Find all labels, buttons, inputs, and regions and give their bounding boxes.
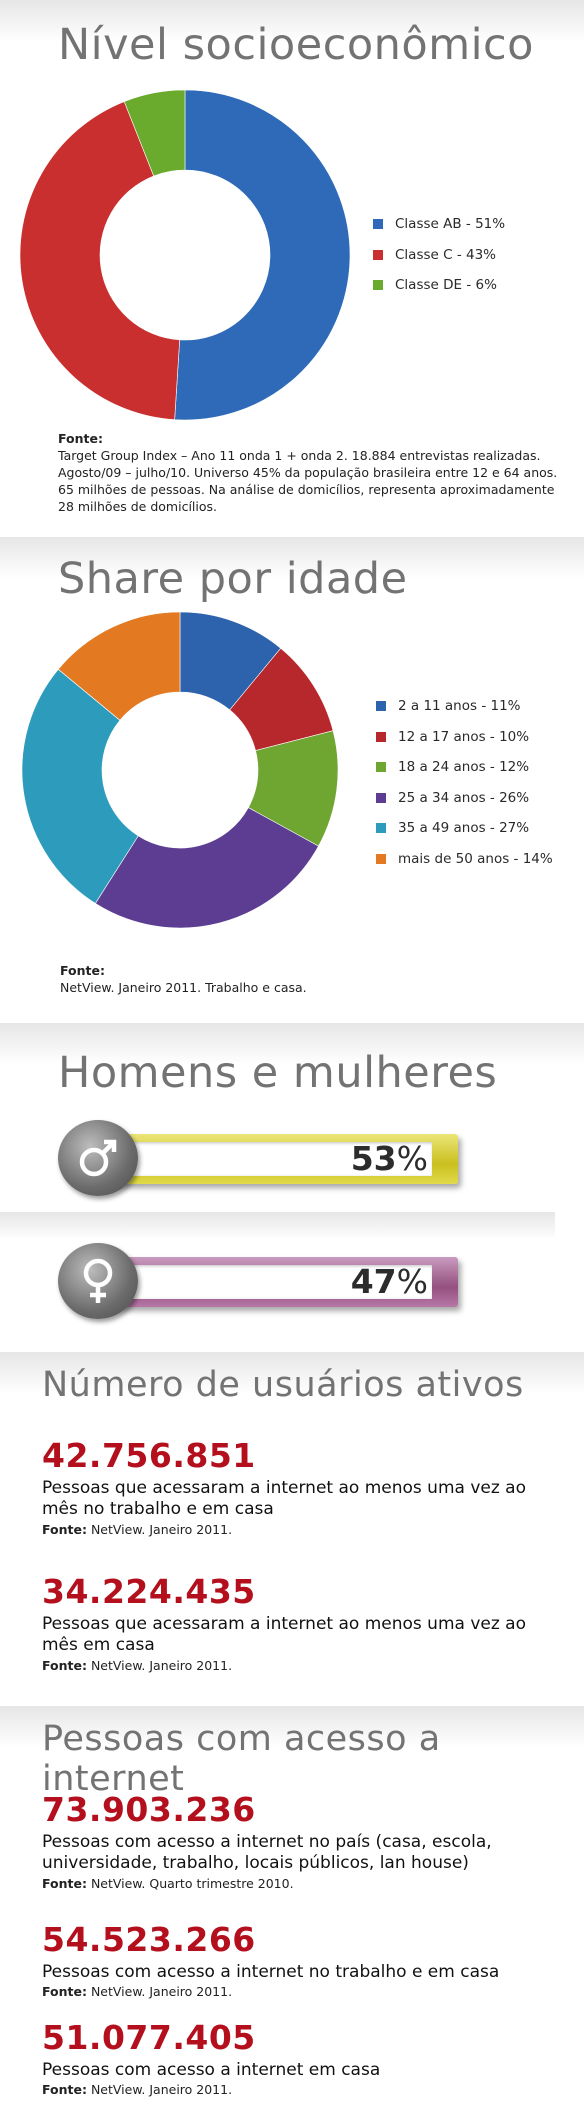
legend-swatch-de	[373, 280, 383, 291]
acesso-number-2: 54.523.266	[42, 1920, 256, 1959]
src-text: NetView. Janeiro 2011.	[86, 1522, 233, 1537]
section-band-idade	[0, 537, 584, 579]
usuarios-desc-1: Pessoas que acessaram a internet ao meno…	[42, 1478, 526, 1519]
usuarios-src-2: Fonte: NetView. Janeiro 2011.	[42, 1658, 232, 1673]
legend-item-35-49: 35 a 49 anos - 27%	[376, 813, 553, 844]
legend-label: Classe DE - 6%	[395, 277, 497, 294]
legend-swatch	[376, 792, 386, 803]
legend-item-classe-c: Classe C - 43%	[373, 240, 505, 271]
acesso-desc-1: Pessoas com acesso a internet no país (c…	[42, 1832, 492, 1873]
legend-swatch	[376, 853, 386, 864]
legend-label: 2 a 11 anos - 11%	[398, 698, 521, 715]
acesso-number-1: 73.903.236	[42, 1790, 256, 1829]
legend-label: Classe AB - 51%	[395, 216, 506, 233]
legend-item-50-plus: mais de 50 anos - 14%	[376, 844, 553, 875]
socio-fonte: Fonte: Target Group Index – Ano 11 onda …	[58, 430, 568, 515]
socio-legend: Classe AB - 51% Classe C - 43% Classe DE…	[373, 209, 505, 301]
usuarios-number-1: 42.756.851	[42, 1436, 256, 1475]
legend-label: 18 a 24 anos - 12%	[398, 759, 530, 776]
mulheres-bar-frame: 47%	[108, 1257, 458, 1307]
acesso-src-1: Fonte: NetView. Quarto trimestre 2010.	[42, 1876, 294, 1891]
socio-title: Nível socioeconômico	[58, 20, 534, 70]
src-label: Fonte:	[42, 2082, 87, 2097]
idade-fonte: Fonte: NetView. Janeiro 2011. Trabalho e…	[60, 962, 560, 996]
legend-label: mais de 50 anos - 14%	[398, 850, 553, 867]
homens-value: 53	[350, 1139, 397, 1178]
legend-label: 35 a 49 anos - 27%	[398, 820, 530, 837]
donut-slice-classe-de	[123, 90, 186, 177]
acesso-number-3: 51.077.405	[42, 2018, 256, 2057]
usuarios-desc-2: Pessoas que acessaram a internet ao meno…	[42, 1614, 526, 1655]
src-label: Fonte:	[42, 1984, 87, 1999]
acesso-src-2: Fonte: NetView. Janeiro 2011.	[42, 1984, 232, 1999]
fonte-text: NetView. Janeiro 2011. Trabalho e casa.	[60, 980, 307, 995]
section-band-acesso	[0, 1706, 584, 1748]
percent-symbol: %	[396, 1139, 428, 1178]
src-text: NetView. Quarto trimestre 2010.	[86, 1876, 294, 1891]
legend-swatch-c	[373, 249, 383, 260]
legend-item-25-34: 25 a 34 anos - 26%	[376, 783, 553, 814]
legend-swatch	[376, 762, 386, 773]
homens-bar-frame: 53%	[108, 1134, 458, 1184]
homens-bar-inner	[122, 1142, 432, 1176]
percent-symbol: %	[396, 1262, 428, 1301]
legend-item-18-24: 18 a 24 anos - 12%	[376, 752, 553, 783]
src-label: Fonte:	[42, 1522, 87, 1537]
src-label: Fonte:	[42, 1658, 87, 1673]
section-band-usuarios	[0, 1352, 584, 1394]
idade-legend: 2 a 11 anos - 11% 12 a 17 anos - 10% 18 …	[376, 691, 553, 874]
acesso-src-3: Fonte: NetView. Janeiro 2011.	[42, 2082, 232, 2097]
mulheres-bar: 47%	[58, 1243, 468, 1319]
homens-bar: 53%	[58, 1120, 468, 1196]
fonte-text: Target Group Index – Ano 11 onda 1 + ond…	[58, 448, 558, 514]
idade-title: Share por idade	[58, 554, 408, 604]
donut-slice-classe-ab	[174, 90, 350, 420]
fonte-label: Fonte:	[58, 431, 103, 446]
fonte-label: Fonte:	[60, 963, 105, 978]
genero-title: Homens e mulheres	[58, 1048, 498, 1098]
src-text: NetView. Janeiro 2011.	[86, 1658, 233, 1673]
homens-percent: 53%	[351, 1142, 428, 1176]
idade-donut-chart	[21, 611, 339, 929]
legend-swatch-ab	[373, 219, 383, 230]
legend-label: 12 a 17 anos - 10%	[398, 728, 530, 745]
section-band-genero	[0, 1023, 584, 1065]
socio-donut-chart	[20, 90, 350, 420]
donut-slice-35-a-49-anos	[21, 668, 139, 904]
mulheres-percent: 47%	[351, 1265, 428, 1299]
src-text: NetView. Janeiro 2011.	[86, 1984, 233, 1999]
legend-item-12-17: 12 a 17 anos - 10%	[376, 722, 553, 753]
mulheres-bar-inner	[122, 1265, 432, 1299]
male-symbol-icon	[58, 1120, 138, 1196]
donut-slice-mais-de-50-anos	[57, 611, 181, 721]
legend-swatch	[376, 731, 386, 742]
src-text: NetView. Janeiro 2011.	[86, 2082, 233, 2097]
legend-swatch	[376, 701, 386, 712]
mulheres-value: 47	[350, 1262, 397, 1301]
acesso-desc-2: Pessoas com acesso a internet no trabalh…	[42, 1962, 500, 1982]
legend-item-classe-de: Classe DE - 6%	[373, 270, 505, 301]
acesso-title: Pessoas com acesso a internet	[42, 1719, 441, 1799]
src-label: Fonte:	[42, 1876, 87, 1891]
acesso-desc-3: Pessoas com acesso a internet em casa	[42, 2060, 381, 2080]
donut-slice-25-a-34-anos	[94, 807, 319, 929]
legend-swatch	[376, 823, 386, 834]
divider-band	[0, 1212, 555, 1240]
section-band-socio	[0, 0, 584, 42]
legend-label: 25 a 34 anos - 26%	[398, 789, 530, 806]
usuarios-src-1: Fonte: NetView. Janeiro 2011.	[42, 1522, 232, 1537]
legend-item-2-11: 2 a 11 anos - 11%	[376, 691, 553, 722]
female-symbol-icon	[58, 1243, 138, 1319]
donut-slice-classe-c	[20, 101, 180, 420]
usuarios-title: Número de usuários ativos	[42, 1365, 524, 1405]
legend-label: Classe C - 43%	[395, 246, 496, 263]
legend-item-classe-ab: Classe AB - 51%	[373, 209, 505, 240]
usuarios-number-2: 34.224.435	[42, 1572, 256, 1611]
